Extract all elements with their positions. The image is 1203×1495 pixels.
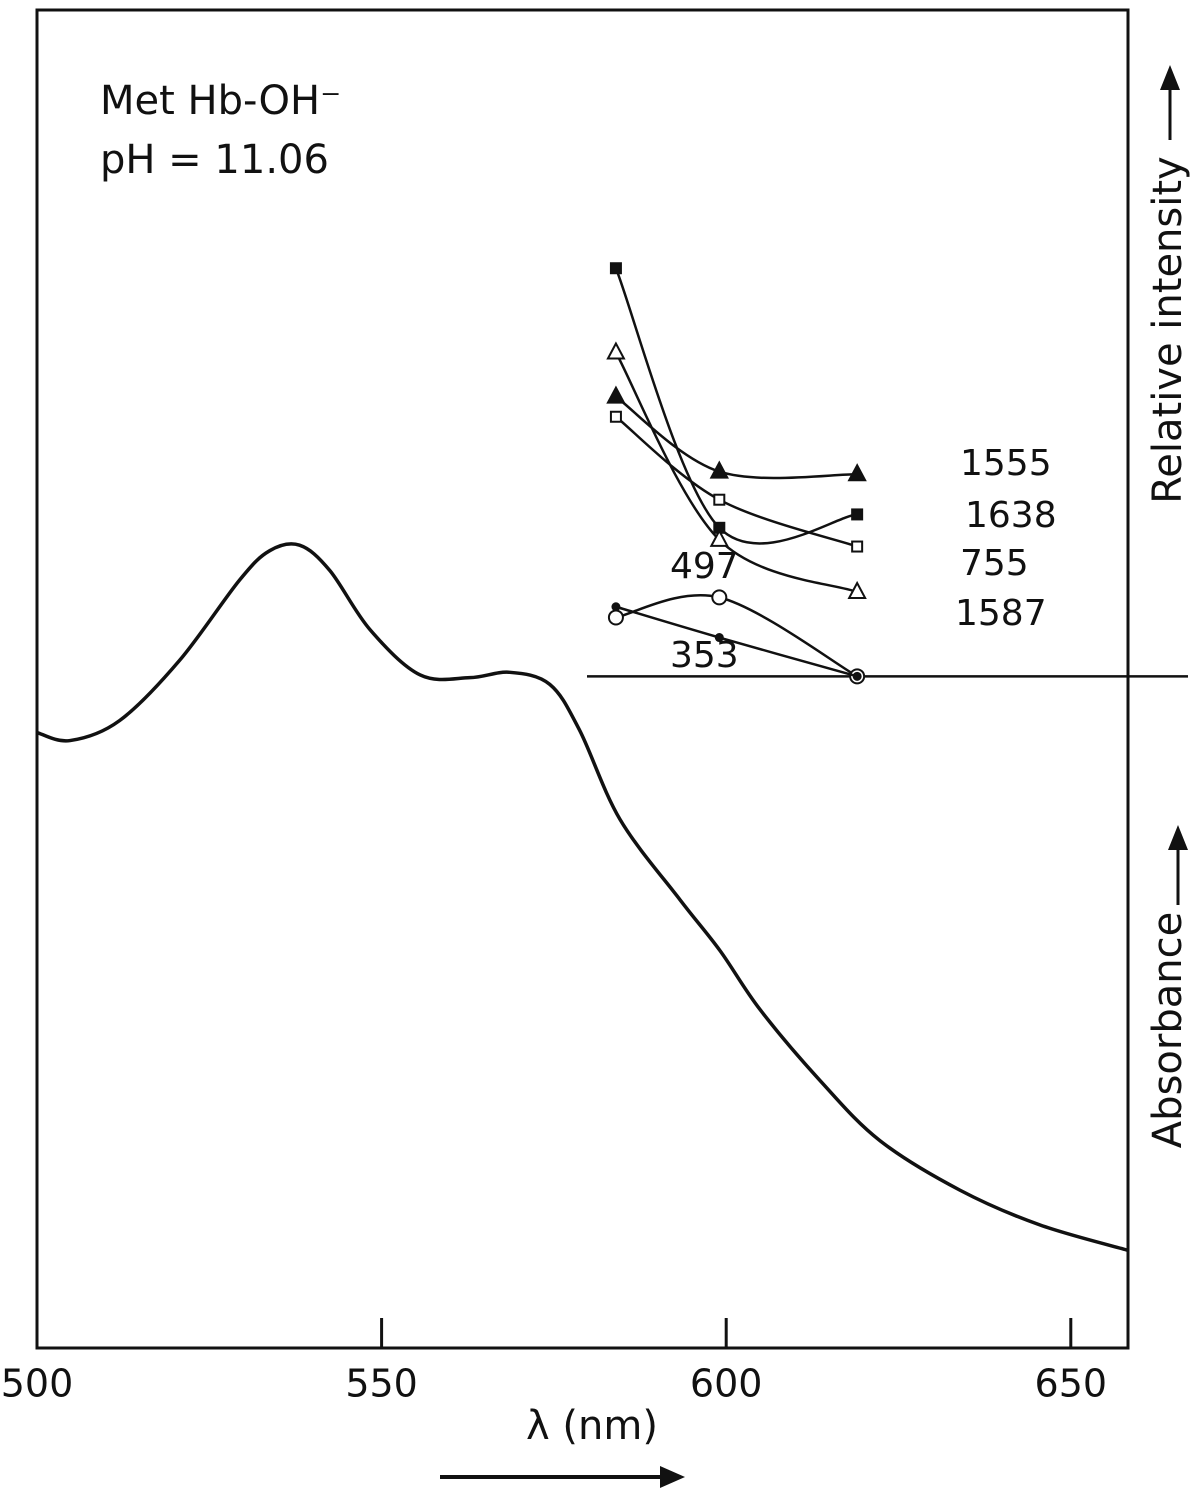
marker [609, 410, 622, 423]
chart-subtitle: pH = 11.06 [100, 137, 329, 183]
series-label: 755 [960, 543, 1029, 584]
marker [852, 671, 862, 681]
marker [713, 493, 726, 506]
x-tick-label: 500 [1, 1362, 74, 1406]
series-line [615, 395, 858, 480]
marker [709, 460, 729, 479]
series-line [614, 267, 858, 545]
series-label: 1555 [960, 443, 1052, 484]
marker [847, 463, 867, 482]
series-label: 1587 [955, 593, 1047, 634]
marker [606, 385, 626, 404]
marker [709, 528, 729, 547]
y-arrow-top [1160, 65, 1180, 140]
series-label: 353 [670, 635, 739, 676]
marker [847, 580, 867, 600]
x-tick-label: 550 [345, 1362, 418, 1406]
series-label: 497 [670, 546, 739, 587]
y-label-top: Relative intensity [1145, 156, 1191, 503]
x-axis-label: λ (nm) [526, 1403, 658, 1449]
y-arrow-bottom [1168, 825, 1188, 905]
absorbance-line [36, 542, 1129, 1253]
x-tick-label: 600 [690, 1362, 763, 1406]
x-tick-label: 650 [1035, 1362, 1108, 1406]
marker [609, 262, 622, 275]
chart-title: Met Hb-OH⁻ [100, 78, 341, 124]
marker [611, 602, 621, 612]
marker [607, 609, 624, 626]
y-label-bottom: Absorbance [1145, 912, 1191, 1148]
marker [714, 633, 724, 643]
marker [606, 341, 626, 360]
marker [711, 589, 728, 606]
plot-frame [35, 8, 1130, 1350]
x-arrow [440, 1466, 685, 1488]
marker [851, 508, 864, 521]
series-label: 1638 [965, 495, 1057, 536]
marker [851, 540, 864, 553]
